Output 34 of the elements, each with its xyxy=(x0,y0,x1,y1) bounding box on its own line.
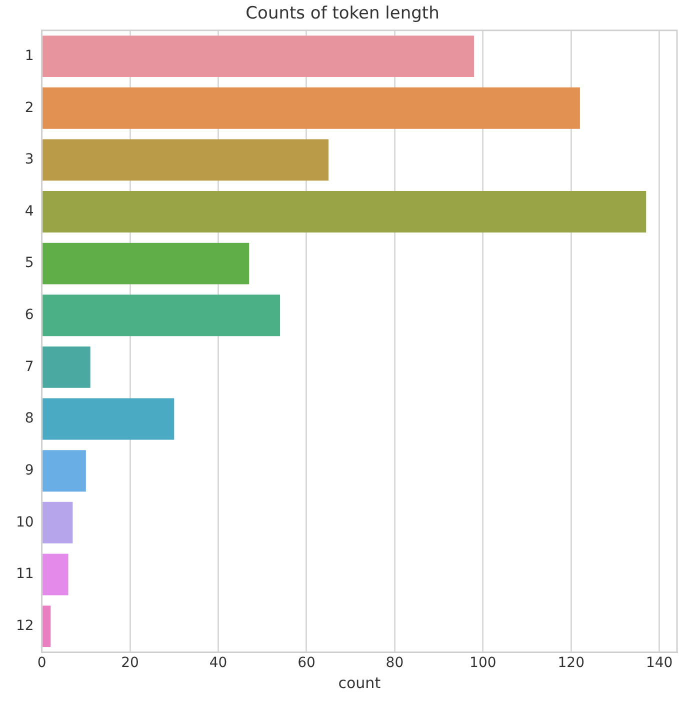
chart-title: Counts of token length xyxy=(246,4,440,24)
bar xyxy=(42,36,474,78)
x-tick-label: 20 xyxy=(121,655,139,672)
bar xyxy=(42,398,174,440)
bar xyxy=(42,87,580,129)
x-tick-label: 140 xyxy=(646,655,673,672)
y-tick-label: 5 xyxy=(24,255,34,272)
bar xyxy=(42,294,280,336)
bar xyxy=(42,139,329,181)
bar xyxy=(42,346,90,388)
bar xyxy=(42,191,646,232)
y-tick-label: 10 xyxy=(16,514,34,530)
y-tick-label: 9 xyxy=(24,462,34,478)
x-tick-label: 100 xyxy=(470,655,496,672)
x-tick-label: 120 xyxy=(558,655,585,672)
x-axis-title: count xyxy=(338,674,381,692)
y-tick-label: 2 xyxy=(24,100,34,116)
bar xyxy=(42,242,250,284)
y-tick-label: 1 xyxy=(24,48,34,64)
bar xyxy=(42,606,51,648)
x-tick-label: 40 xyxy=(209,655,228,672)
y-tick-label: 12 xyxy=(16,618,34,634)
bar xyxy=(42,554,68,596)
x-tick-label: 60 xyxy=(298,655,316,672)
y-tick-label: 7 xyxy=(24,358,34,375)
y-tick-label: 6 xyxy=(24,307,34,324)
y-tick-label: 3 xyxy=(24,152,34,168)
x-tick-label: 80 xyxy=(386,655,404,672)
bar xyxy=(42,450,86,492)
x-tick-label: 0 xyxy=(37,655,46,672)
y-tick-label: 11 xyxy=(16,566,34,582)
y-tick-label: 8 xyxy=(24,410,34,427)
y-tick-label: 4 xyxy=(24,203,34,220)
bar xyxy=(42,502,73,544)
